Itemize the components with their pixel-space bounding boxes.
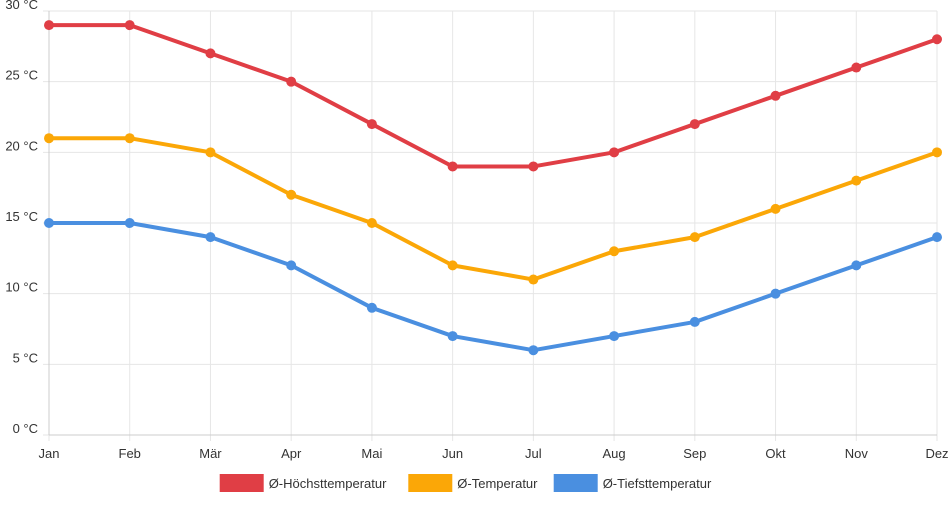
y-tick-label: 15 °C — [5, 209, 38, 224]
data-point[interactable] — [609, 331, 620, 342]
series-line — [47, 23, 939, 169]
data-point[interactable] — [689, 232, 700, 243]
data-point[interactable] — [689, 119, 700, 130]
data-point[interactable] — [44, 20, 54, 31]
legend-swatch — [219, 474, 264, 492]
y-tick-label: 30 °C — [5, 0, 38, 12]
legend-item-2[interactable]: Ø-Temperatur — [408, 474, 538, 492]
x-tick-label: Feb — [119, 446, 141, 461]
data-point[interactable] — [770, 90, 781, 101]
data-point[interactable] — [528, 161, 539, 172]
x-tick-label: Jul — [525, 446, 542, 461]
x-tick-label: Mär — [199, 446, 222, 461]
series-line — [47, 136, 939, 282]
data-point[interactable] — [205, 48, 216, 59]
data-point[interactable] — [286, 189, 297, 200]
x-tick-label: Sep — [683, 446, 706, 461]
data-point[interactable] — [932, 232, 942, 243]
data-point[interactable] — [770, 288, 781, 299]
x-tick-label: Dez — [925, 446, 948, 461]
legend-label: Ø-Temperatur — [457, 476, 538, 491]
grid-layer — [43, 10, 938, 441]
series-line — [47, 221, 939, 353]
x-tick-label: Okt — [765, 446, 786, 461]
data-point[interactable] — [286, 76, 297, 87]
y-tick-label: 10 °C — [5, 280, 38, 295]
x-tick-label: Apr — [281, 446, 302, 461]
x-tick-label: Jun — [442, 446, 463, 461]
data-point[interactable] — [447, 331, 458, 342]
data-point[interactable] — [124, 218, 135, 228]
legend-label: Ø-Tiefsttemperatur — [603, 476, 712, 491]
data-point[interactable] — [851, 62, 862, 73]
legend: Ø-Höchsttemperatur Ø-Temperatur Ø-Tiefstte… — [219, 474, 712, 492]
data-point[interactable] — [124, 20, 135, 31]
legend-swatch — [408, 474, 453, 492]
y-tick-label: 20 °C — [5, 138, 38, 153]
data-point[interactable] — [528, 345, 539, 356]
data-point[interactable] — [124, 133, 135, 144]
data-point[interactable] — [286, 260, 297, 271]
data-point[interactable] — [932, 147, 942, 158]
y-tick-label: 25 °C — [5, 68, 38, 83]
y-tick-label: 0 °C — [13, 421, 38, 436]
data-point[interactable] — [366, 218, 377, 228]
axis-layer: 0 °C 5 °C 10 °C 15 °C 20 °C 25 °C 30 °C Jan Feb M… — [5, 0, 948, 461]
data-point[interactable] — [770, 203, 781, 214]
series-2 — [44, 133, 942, 285]
data-point[interactable] — [851, 175, 862, 186]
data-point[interactable] — [366, 302, 377, 313]
data-point[interactable] — [609, 246, 620, 257]
data-point[interactable] — [205, 232, 216, 243]
legend-label: Ø-Höchsttemperatur — [269, 476, 387, 491]
data-point[interactable] — [851, 260, 862, 271]
data-point[interactable] — [528, 274, 539, 285]
data-point[interactable] — [932, 34, 942, 45]
data-point[interactable] — [447, 260, 458, 271]
data-point[interactable] — [689, 316, 700, 327]
x-tick-label: Nov — [845, 446, 869, 461]
legend-item-1[interactable]: Ø-Höchsttemperatur — [219, 474, 387, 492]
data-point[interactable] — [205, 147, 216, 158]
x-tick-label: Aug — [603, 446, 626, 461]
series-1 — [44, 20, 942, 172]
x-tick-label: Jan — [39, 446, 60, 461]
legend-item-3[interactable]: Ø-Tiefsttemperatur — [553, 474, 712, 492]
data-point[interactable] — [609, 147, 620, 158]
y-tick-label: 5 °C — [13, 350, 38, 365]
x-tick-label: Mai — [361, 446, 382, 461]
series-layer — [44, 20, 942, 356]
series-3 — [44, 218, 942, 356]
data-point[interactable] — [447, 161, 458, 172]
data-point[interactable] — [366, 119, 377, 130]
data-point[interactable] — [44, 133, 54, 144]
data-point[interactable] — [44, 218, 54, 228]
legend-swatch — [553, 474, 598, 492]
